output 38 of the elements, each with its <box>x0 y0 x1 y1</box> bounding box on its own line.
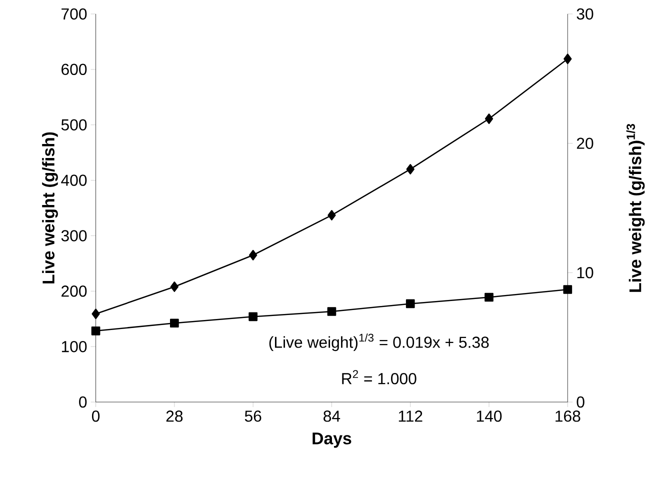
x-tick-label: 28 <box>166 410 183 422</box>
point <box>327 307 336 316</box>
x-axis-title: Days <box>312 432 352 448</box>
point <box>249 250 258 260</box>
point <box>564 54 572 64</box>
y-axis-title: Live weight (g/fish) <box>42 132 58 284</box>
x-tick-label: 0 <box>92 410 100 422</box>
point <box>406 164 414 174</box>
y2-tick-label: 0 <box>576 396 584 408</box>
x-tick-label: 112 <box>398 410 422 422</box>
y-tick-label: 0 <box>79 396 87 408</box>
y2-tick-label: 30 <box>576 8 594 20</box>
y-tick-label: 400 <box>61 174 87 186</box>
point <box>406 299 415 308</box>
y2-tick-label: 10 <box>577 267 594 278</box>
annotation: R$^{2}$ = 1.000 <box>342 370 416 384</box>
x-tick-label: 140 <box>476 410 502 422</box>
annotation: (Live weight)$^{1/3}$ = 0.019x + 5.38 <box>269 334 489 352</box>
x-tick-label: 56 <box>244 410 262 422</box>
point <box>328 210 336 220</box>
point <box>484 114 494 124</box>
y2-tick-label: 20 <box>576 138 594 150</box>
x-tick-label: 168 <box>556 410 580 422</box>
point <box>92 308 100 320</box>
y2-axis-title: Live weight (g/fish)$^{1/3}$ <box>626 124 645 292</box>
point <box>170 282 179 292</box>
point <box>91 326 100 336</box>
y-tick-label: 600 <box>62 64 87 76</box>
point <box>563 285 572 294</box>
y-tick-label: 200 <box>62 286 87 297</box>
y-tick-label: 300 <box>61 230 87 242</box>
x-tick-label: 84 <box>324 410 340 422</box>
point <box>248 312 258 322</box>
y-tick-label: 700 <box>62 8 87 20</box>
y-tick-label: 100 <box>62 341 87 352</box>
y-tick-label: 500 <box>61 119 87 131</box>
point <box>484 292 494 302</box>
point <box>170 318 179 328</box>
